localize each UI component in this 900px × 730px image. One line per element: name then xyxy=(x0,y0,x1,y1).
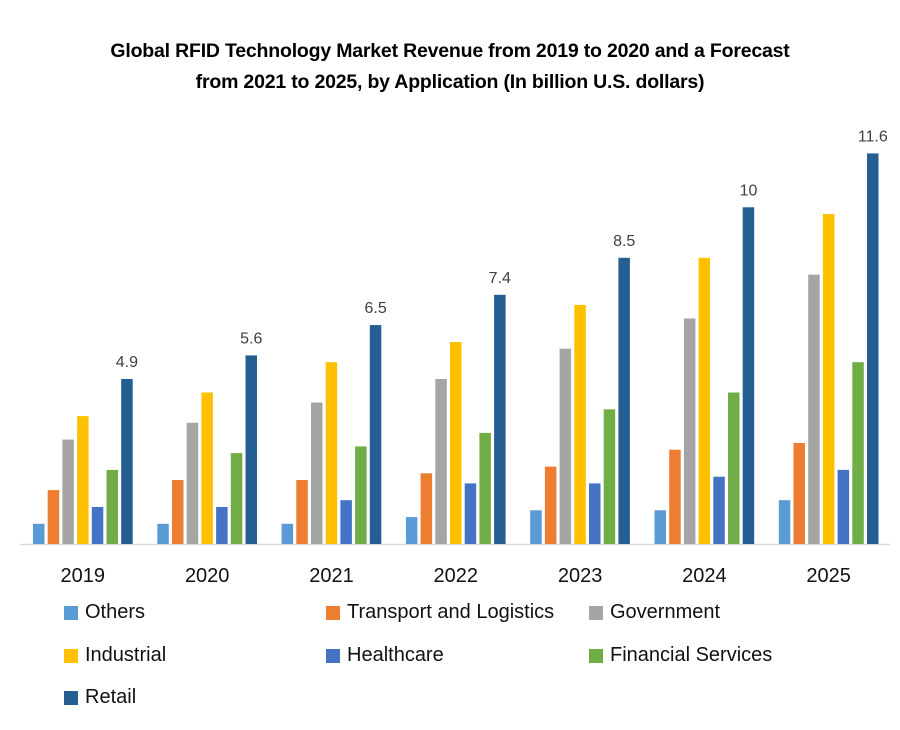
bar-financial-services-2025 xyxy=(852,362,864,544)
bar-government-2020 xyxy=(186,422,199,544)
bar-healthcare-2020 xyxy=(216,507,228,544)
legend-item-transport-and-logistics[interactable]: Transport and Logistics xyxy=(326,601,554,624)
bar-healthcare-2021 xyxy=(340,500,352,544)
value-label-2024: 10 xyxy=(740,182,758,199)
legend-swatch-icon xyxy=(64,690,78,705)
legend-label: Healthcare xyxy=(347,644,444,666)
bar-retail-2019 xyxy=(121,379,133,544)
legend-swatch-icon xyxy=(589,648,603,663)
bar-government-2023 xyxy=(559,348,572,544)
legend-label: Industrial xyxy=(85,644,167,666)
value-label-2019: 4.9 xyxy=(116,354,138,371)
legend-item-industrial[interactable]: Industrial xyxy=(64,644,166,667)
x-tick-label-2025: 2025 xyxy=(806,565,851,587)
bar-transport-and-logistics-2022 xyxy=(420,473,433,544)
bar-government-2025 xyxy=(808,274,820,544)
x-tick-label-2020: 2020 xyxy=(185,565,230,587)
x-tick-label-2019: 2019 xyxy=(61,565,106,587)
bar-financial-services-2019 xyxy=(106,469,118,544)
bar-financial-services-2020 xyxy=(230,453,243,544)
bar-healthcare-2022 xyxy=(464,483,477,544)
bar-government-2021 xyxy=(311,402,323,544)
x-tick-label-2023: 2023 xyxy=(558,565,603,587)
bar-transport-and-logistics-2020 xyxy=(172,480,184,544)
value-labels-layer: 4.9 5.6 6.5 7.4 8.5 10 11.6 xyxy=(116,128,888,371)
chart-title-line-2: from 2021 to 2025, by Application (In bi… xyxy=(195,71,705,93)
bar-others-2021 xyxy=(281,523,294,544)
bar-healthcare-2023 xyxy=(589,483,601,544)
legend-item-government[interactable]: Government xyxy=(589,601,720,624)
legend-swatch-icon xyxy=(326,648,340,663)
bar-transport-and-logistics-2025 xyxy=(793,443,805,544)
bar-healthcare-2024 xyxy=(713,476,725,544)
legend-item-financial-services[interactable]: Financial Services xyxy=(589,644,772,667)
bar-industrial-2024 xyxy=(698,257,711,544)
bar-industrial-2021 xyxy=(325,362,338,544)
legend-label: Government xyxy=(610,601,721,623)
legend-swatch-icon xyxy=(589,605,603,620)
bar-industrial-2019 xyxy=(77,416,89,544)
bar-others-2024 xyxy=(654,510,666,544)
x-tick-label-2021: 2021 xyxy=(309,565,354,587)
legend-item-retail[interactable]: Retail xyxy=(64,686,136,709)
legend-label: Financial Services xyxy=(610,644,773,666)
bar-industrial-2025 xyxy=(822,214,835,544)
value-label-2020: 5.6 xyxy=(240,330,262,347)
value-label-2021: 6.5 xyxy=(364,300,386,317)
bar-healthcare-2025 xyxy=(837,469,850,544)
bar-healthcare-2019 xyxy=(91,507,104,544)
legend-item-others[interactable]: Others xyxy=(64,601,145,624)
bar-government-2024 xyxy=(683,318,696,544)
bar-retail-2024 xyxy=(742,207,755,545)
bar-transport-and-logistics-2023 xyxy=(544,466,557,544)
legend-item-healthcare[interactable]: Healthcare xyxy=(326,644,444,667)
bar-others-2023 xyxy=(530,510,542,544)
bar-financial-services-2021 xyxy=(355,446,367,544)
bar-financial-services-2024 xyxy=(728,392,740,544)
legend-label: Others xyxy=(85,601,146,623)
bar-financial-services-2022 xyxy=(479,432,491,544)
value-label-2022: 7.4 xyxy=(489,270,511,287)
bar-government-2019 xyxy=(62,439,74,544)
legend-swatch-icon xyxy=(64,648,78,663)
bar-others-2025 xyxy=(778,500,791,544)
bar-industrial-2022 xyxy=(450,342,462,544)
bar-others-2022 xyxy=(405,517,418,544)
bar-retail-2020 xyxy=(245,355,257,544)
bar-retail-2021 xyxy=(369,325,382,544)
value-label-2025: 11.6 xyxy=(858,128,888,145)
legend-label: Retail xyxy=(85,686,137,708)
bar-retail-2023 xyxy=(618,257,630,544)
bar-transport-and-logistics-2024 xyxy=(669,449,681,544)
bar-government-2022 xyxy=(435,379,447,544)
bar-industrial-2020 xyxy=(201,392,213,544)
bar-financial-services-2023 xyxy=(603,409,616,544)
bar-transport-and-logistics-2021 xyxy=(296,480,308,544)
value-label-2023: 8.5 xyxy=(613,233,635,250)
legend-swatch-icon xyxy=(64,605,78,620)
legend-label: Transport and Logistics xyxy=(347,601,555,623)
chart-title: Global RFID Technology Market Revenue fr… xyxy=(0,36,900,98)
bar-retail-2022 xyxy=(494,294,506,544)
legend-swatch-icon xyxy=(326,605,340,620)
chart-title-line-1: Global RFID Technology Market Revenue fr… xyxy=(110,40,790,62)
bars-layer xyxy=(33,153,879,545)
bar-industrial-2023 xyxy=(574,304,586,544)
x-tick-labels: 2019 2020 2021 2022 2023 2024 2025 xyxy=(61,565,851,587)
bar-others-2020 xyxy=(157,523,169,544)
bar-others-2019 xyxy=(33,523,45,544)
x-tick-label-2022: 2022 xyxy=(434,565,479,587)
bar-transport-and-logistics-2019 xyxy=(47,490,60,544)
x-tick-label-2024: 2024 xyxy=(682,565,727,587)
bar-retail-2025 xyxy=(867,153,879,544)
